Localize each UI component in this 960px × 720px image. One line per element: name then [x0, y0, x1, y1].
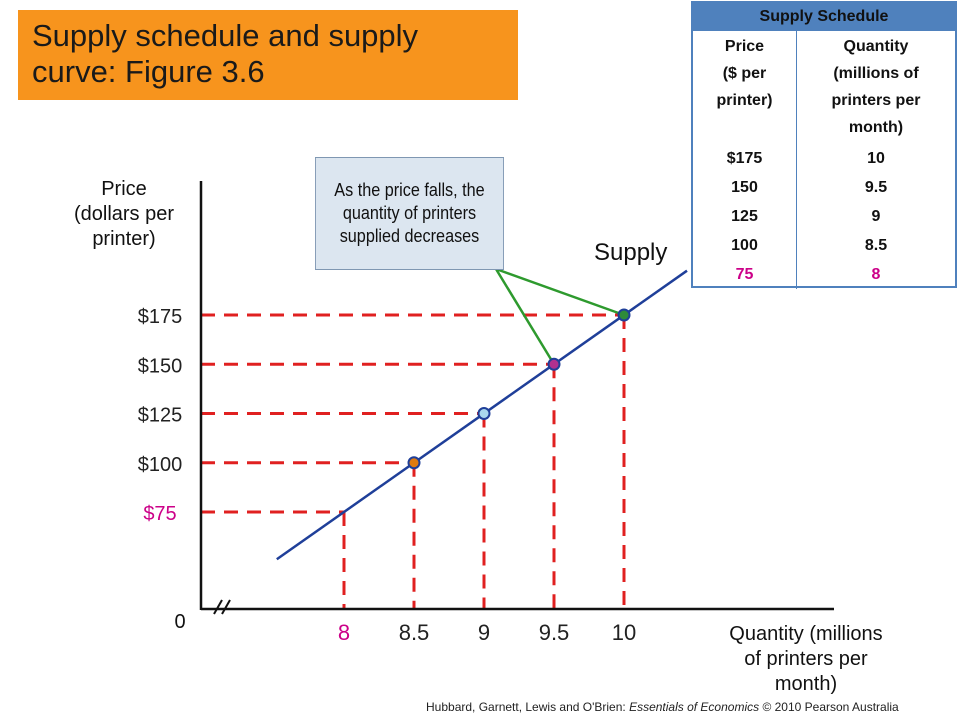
x-axis-title-line: Quantity (millions — [729, 623, 882, 645]
x-axis-title-line: of printers per — [744, 648, 868, 670]
x-tick-label: 9.5 — [539, 620, 570, 645]
quantity-column-header: Quantity (millions of printers per month… — [831, 38, 921, 136]
table-row: 100 8.5 — [693, 231, 955, 260]
supply-point — [617, 308, 631, 322]
page-title-line-2: curve: Figure 3.6 — [32, 54, 265, 89]
credit-suffix: © 2010 Pearson Australia — [759, 700, 899, 714]
table-row: 125 9 — [693, 202, 955, 231]
axes — [199, 181, 834, 615]
x-tick-label: 8 — [338, 620, 350, 645]
y-axis-title-line: printer) — [92, 228, 155, 250]
quantity-cell: 8.5 — [864, 236, 888, 254]
axis-labels: $175 $150 $125 $100 $75 8 8.5 9 9.5 10 — [138, 306, 636, 645]
supply-point — [477, 407, 491, 420]
annotation-arrow — [494, 268, 556, 365]
x-axis-title: Quantity (millions of printers per month… — [729, 623, 882, 695]
price-cell: 100 — [693, 231, 797, 260]
price-cell: $175 — [693, 144, 797, 173]
y-tick-label: $150 — [138, 355, 183, 377]
y-tick-label: $125 — [138, 405, 183, 427]
quantity-cell: 8 — [871, 265, 881, 283]
annotation-text: As the price falls, the quantity of prin… — [334, 180, 485, 246]
page-title-line-1: Supply schedule and supply — [32, 18, 419, 53]
guide-lines — [201, 313, 626, 609]
annotation-callout: As the price falls, the quantity of prin… — [315, 157, 504, 270]
table-row-highlighted: 75 8 — [693, 260, 955, 289]
quantity-cell: 10 — [867, 149, 885, 167]
y-axis-title-line: (dollars per — [74, 203, 174, 225]
y-tick-label: $175 — [138, 306, 183, 328]
x-axis-title-line: month) — [775, 673, 837, 695]
price-cell: 150 — [693, 173, 797, 202]
x-tick-label: 9 — [478, 620, 490, 645]
axis-break-mark — [213, 599, 223, 615]
title-banner: Supply schedule and supply curve: Figure… — [18, 10, 518, 100]
price-column-header: Price ($ per printer) — [693, 31, 797, 144]
credit-prefix: Hubbard, Garnett, Lewis and O'Brien: — [426, 700, 630, 714]
annotation-arrow — [495, 267, 625, 317]
y-tick-label: $75 — [143, 503, 176, 525]
axis-break-mark — [221, 599, 231, 615]
credit-book-title: Essentials of Economics — [629, 700, 760, 714]
supply-point — [407, 456, 421, 470]
x-tick-label: 10 — [612, 620, 636, 645]
table-row: 150 9.5 — [693, 173, 955, 202]
schedule-title: Supply Schedule — [693, 3, 955, 31]
x-tick-label: 8.5 — [399, 620, 430, 645]
price-cell: 75 — [693, 260, 797, 289]
y-axis-title: Price (dollars per printer) — [74, 178, 174, 250]
quantity-cell: 9 — [871, 207, 881, 225]
price-cell: 125 — [693, 202, 797, 231]
source-credit: Hubbard, Garnett, Lewis and O'Brien: Ess… — [426, 700, 899, 714]
supply-point — [547, 357, 561, 371]
origin-label: 0 — [174, 611, 185, 633]
supply-schedule-table: Supply Schedule Price ($ per printer) Qu… — [691, 1, 957, 289]
supply-label: Supply — [594, 239, 667, 266]
y-tick-label: $100 — [138, 454, 183, 476]
table-row: $175 10 — [693, 144, 955, 173]
quantity-cell: 9.5 — [864, 178, 888, 196]
y-axis-title-line: Price — [101, 178, 147, 200]
annotation-arrows — [494, 267, 625, 365]
data-points — [407, 308, 631, 470]
